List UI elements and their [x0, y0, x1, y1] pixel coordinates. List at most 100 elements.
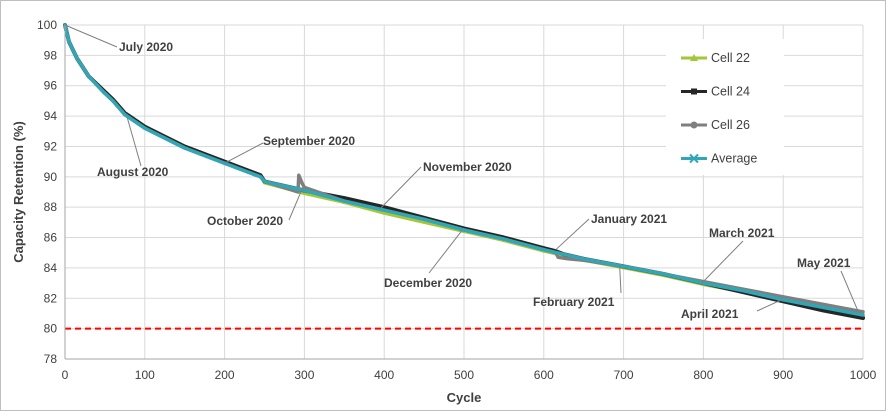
annotations: July 2020 August 2020 September 2020 Octobe…: [64, 24, 860, 321]
y-tick-label: 96: [44, 79, 58, 93]
x-tick-label: 300: [294, 368, 314, 382]
annotation-leader: [224, 142, 264, 164]
annotation-label: November 2020: [423, 160, 512, 174]
data-point-average: [111, 99, 115, 103]
legend-marker-average: [689, 153, 699, 164]
x-tick-label: 1000: [850, 368, 877, 382]
data-point-average: [262, 179, 267, 183]
legend-label-cell-22: Cell 22: [711, 51, 750, 65]
data-point-cell-22: [302, 191, 306, 196]
y-tick-label: 100: [37, 18, 57, 32]
y-tick-label: 78: [44, 352, 58, 366]
y-tick-label: 88: [44, 200, 58, 214]
data-point-cell-26: [781, 295, 785, 299]
data-point-average: [101, 90, 105, 94]
x-tick-label: 500: [454, 368, 474, 382]
data-point-average: [87, 75, 91, 79]
data-point-average: [661, 272, 666, 276]
annotation-leader: [840, 270, 860, 314]
annotation-label: September 2020: [263, 134, 355, 148]
legend-box: [666, 39, 784, 175]
data-point-average: [781, 298, 785, 302]
data-point-average: [861, 313, 865, 317]
data-point-average: [582, 257, 586, 261]
annotation-label: December 2020: [384, 276, 472, 290]
y-tick-label: 84: [44, 261, 58, 275]
annotation-label: May 2021: [797, 256, 851, 270]
legend-marker-cell-22: [690, 54, 698, 61]
data-point-average: [143, 126, 147, 130]
x-tick-label: 600: [534, 368, 554, 382]
annotation-leader: [619, 264, 622, 294]
data-point-average: [123, 113, 127, 117]
data-point-average: [422, 217, 426, 221]
data-point-average: [502, 237, 506, 241]
y-axis-title: Capacity Retention (%): [11, 121, 26, 263]
data-point-average: [382, 208, 386, 212]
y-tick-label: 98: [44, 48, 58, 62]
data-point-cell-24: [861, 316, 865, 320]
annotation-label: February 2021: [533, 295, 615, 309]
x-axis-title: Cycle: [447, 390, 482, 405]
x-tick-label: 100: [135, 368, 155, 382]
x-tick-label: 700: [614, 368, 634, 382]
data-point-cell-24: [342, 196, 346, 200]
data-point-cell-26: [821, 302, 825, 306]
legend: Cell 22 Cell 24 Cell 26 Average: [666, 39, 784, 175]
data-point-average: [741, 289, 745, 293]
y-tick-label: 92: [44, 139, 58, 153]
data-point-cell-26: [302, 185, 306, 189]
x-tick-label: 800: [693, 368, 713, 382]
data-point-average: [622, 264, 626, 268]
data-point-average: [75, 56, 79, 61]
data-point-cell-26: [297, 173, 301, 177]
y-tick-label: 90: [44, 170, 58, 184]
data-point-average: [183, 146, 187, 150]
legend-label-average: Average: [711, 152, 757, 166]
data-point-average: [342, 199, 346, 203]
x-tick-label: 400: [374, 368, 394, 382]
data-point-average: [821, 305, 825, 309]
data-point-cell-22: [382, 211, 386, 215]
annotation-label: July 2020: [119, 40, 173, 54]
data-point-average: [542, 248, 546, 252]
y-tick-label: 86: [44, 231, 58, 245]
data-point-cell-24: [821, 308, 825, 312]
data-point-cell-26: [861, 310, 865, 314]
data-point-average: [67, 40, 71, 44]
annotation-label: August 2020: [97, 165, 169, 179]
legend-label-cell-26: Cell 26: [711, 118, 750, 132]
data-point-cell-26: [556, 255, 560, 259]
annotation-leader: [288, 187, 304, 221]
annotation-leader: [379, 166, 422, 210]
annotation-leader: [701, 240, 744, 284]
y-tick-label: 80: [44, 322, 58, 336]
x-tick-label: 0: [62, 368, 69, 382]
x-tick-label: 200: [215, 368, 235, 382]
annotation-label: October 2020: [207, 214, 283, 228]
legend-label-cell-24: Cell 24: [711, 85, 750, 99]
data-point-cell-22: [422, 220, 426, 224]
data-point-average: [258, 175, 263, 179]
annotation-label: April 2021: [681, 307, 739, 321]
y-tick-label: 82: [44, 291, 58, 305]
data-point-average: [302, 188, 306, 193]
annotation-leader: [756, 299, 782, 312]
legend-marker-cell-26: [690, 121, 698, 129]
annotation-leader: [126, 117, 142, 167]
data-point-cell-26: [300, 181, 304, 185]
x-tick-label: 900: [773, 368, 793, 382]
annotation-leader: [428, 229, 463, 274]
series-layer: [63, 23, 865, 320]
data-point-average: [462, 228, 466, 232]
annotation-leader: [64, 24, 118, 48]
annotation-leader: [555, 218, 590, 251]
data-point-cell-26: [296, 190, 300, 194]
annotation-label: January 2021: [591, 212, 667, 226]
annotation-label: March 2021: [709, 226, 775, 240]
data-point-cell-24: [382, 205, 386, 209]
legend-marker-cell-24: [691, 88, 697, 95]
